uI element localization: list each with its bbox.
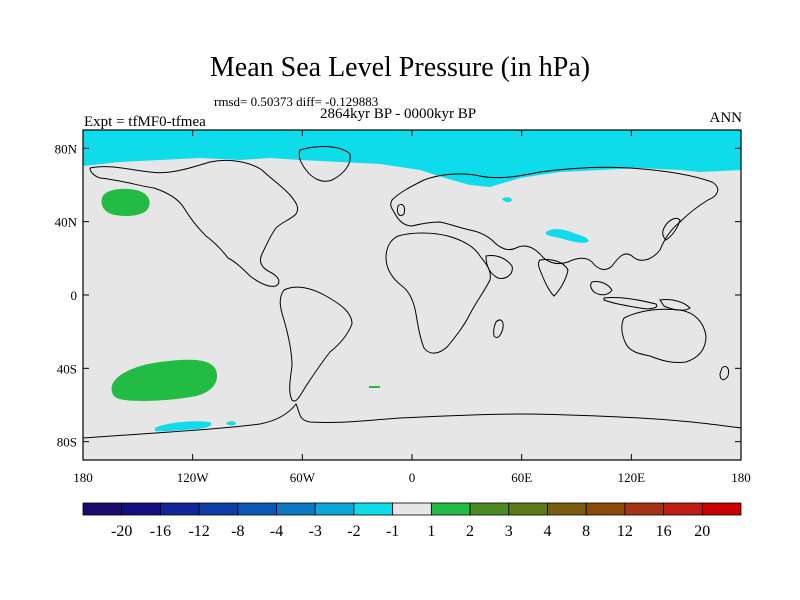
colorbar-swatch: [237, 502, 277, 516]
colorbar-label: -2: [347, 523, 360, 540]
colorbar-label: 4: [543, 523, 551, 540]
colorbar-swatch: [663, 502, 703, 516]
colorbar-label: 3: [505, 523, 513, 540]
colorbar-label: 16: [656, 523, 672, 540]
lat-tick-label: 80S: [57, 435, 77, 450]
lon-tick-label: 180: [731, 470, 751, 485]
colorbar-label: -12: [188, 523, 209, 540]
map-title: Mean Sea Level Pressure (in hPa): [209, 52, 591, 83]
map-background: [83, 130, 741, 460]
colorbar-swatch: [353, 502, 394, 516]
north-pacific-positive-anomaly: [101, 188, 150, 216]
colorbar-swatch: [430, 502, 471, 516]
colorbar-label: -4: [270, 523, 283, 540]
south-pacific-positive-anomaly: [111, 359, 218, 401]
southern-ocean-negative-anomaly-small: [226, 421, 236, 426]
colorbar-label: -20: [111, 523, 132, 540]
colorbar-swatch: [392, 502, 432, 516]
colorbar-swatch: [121, 502, 161, 516]
lon-tick-label: 60E: [511, 470, 532, 485]
atlantic-small-positive: [369, 386, 380, 388]
colorbar-swatch: [276, 502, 316, 516]
colorbar-label: 20: [694, 523, 710, 540]
colorbar-label: -3: [309, 523, 322, 540]
colorbar-swatch: [469, 502, 510, 516]
colorbar-swatch: [585, 502, 626, 516]
lon-tick-label: 0: [409, 470, 416, 485]
stats-line: rmsd= 0.50373 diff= -0.129883: [214, 94, 379, 109]
colorbar-swatch: [701, 502, 742, 516]
lon-tick-label: 120E: [618, 470, 646, 485]
colorbar-label: -8: [231, 523, 244, 540]
colorbar-swatch: [547, 502, 587, 516]
coastlines: [83, 146, 741, 460]
experiment-label: Expt = tfMF0-tfmea: [84, 114, 206, 130]
colorbar-swatch: [82, 502, 123, 516]
tibet-negative-anomaly: [545, 229, 589, 243]
colorbar: -20 -16 -12 -8 -4 -3 -2 -1 1 2 3 4 8 12 16 20: [82, 502, 742, 540]
colorbar-swatch: [624, 502, 664, 516]
colorbar-label: 8: [582, 523, 590, 540]
lon-tick-label: 180: [73, 470, 93, 485]
lat-tick-label: 40N: [55, 215, 78, 230]
colorbar-swatch: [314, 502, 355, 516]
colorbar-label: 1: [427, 523, 435, 540]
colorbar-swatch: [160, 502, 200, 516]
lat-tick-label: 40S: [57, 361, 77, 376]
colorbar-label: 2: [466, 523, 474, 540]
latitude-axis: 80N 40N 0 40S 80S: [55, 141, 741, 450]
colorbar-label: 12: [617, 523, 633, 540]
lon-tick-label: 60W: [290, 470, 316, 485]
lat-tick-label: 0: [71, 288, 78, 303]
lat-tick-label: 80N: [55, 141, 78, 156]
small-anomaly-patch: [502, 197, 512, 203]
period-label: 2864kyr BP - 0000kyr BP: [320, 106, 477, 122]
southern-ocean-negative-anomaly: [155, 421, 212, 432]
colorbar-swatch: [508, 502, 548, 516]
colorbar-label: -16: [150, 523, 171, 540]
longitude-axis: 180 120W 60W 0 60E 120E 180: [73, 130, 751, 485]
arctic-anomaly-band: [83, 130, 741, 187]
season-label: ANN: [709, 110, 743, 126]
colorbar-swatch: [198, 502, 239, 516]
colorbar-label: -1: [386, 523, 399, 540]
lon-tick-label: 120W: [177, 470, 210, 485]
